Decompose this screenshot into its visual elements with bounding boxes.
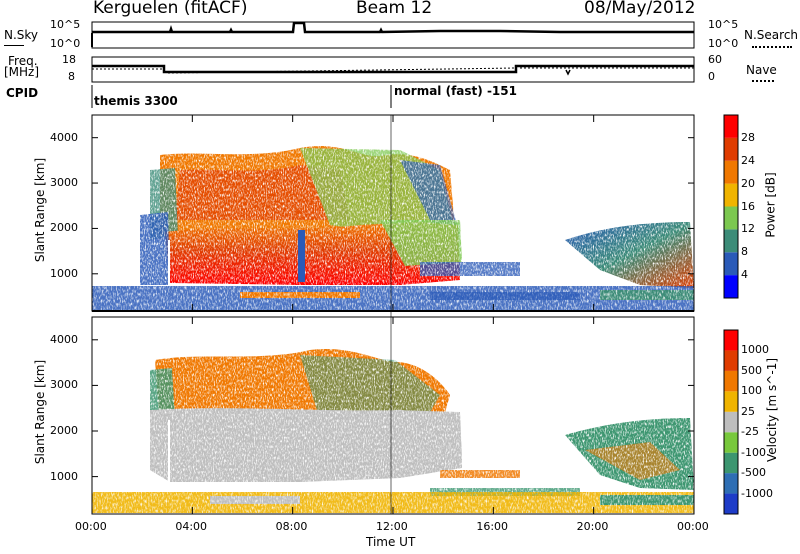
x-tick-label: 08:00 bbox=[275, 520, 308, 533]
colorbar-tick-label: -500 bbox=[741, 466, 766, 480]
velocity-ylabel: Slant Range [km] bbox=[33, 359, 48, 465]
colorbar-segment bbox=[724, 115, 738, 138]
nave-label: Nave bbox=[746, 63, 777, 77]
colorbar-tick-label: 24 bbox=[741, 153, 755, 167]
y-tick-label: 4000 bbox=[50, 130, 78, 144]
colorbar-tick-label: 8 bbox=[741, 245, 748, 259]
colorbar-segment bbox=[724, 473, 738, 494]
colorbar-segment bbox=[724, 229, 738, 253]
freq-panel bbox=[91, 56, 695, 83]
y-tick-label: 2000 bbox=[50, 424, 78, 437]
colorbar-tick-label: 4 bbox=[741, 268, 748, 282]
colorbar-tick-label: 25 bbox=[741, 404, 755, 418]
power-ylabel: Slant Range [km] bbox=[33, 157, 48, 263]
colorbar-segment bbox=[724, 432, 738, 453]
colorbar-segment bbox=[724, 391, 738, 412]
freq-label: Freq. bbox=[8, 54, 38, 68]
colorbar-tick-label: 28 bbox=[741, 130, 755, 144]
colorbar-tick-label: -100 bbox=[741, 445, 766, 459]
colorbar-tick-label: 20 bbox=[741, 176, 755, 190]
nsearch-tick-low: 10^0 bbox=[708, 37, 739, 50]
colorbar-tick-label: -1000 bbox=[741, 486, 773, 500]
cpid-mode-themis: themis 3300 bbox=[94, 94, 178, 108]
colorbar-tick-label: 1000 bbox=[741, 343, 769, 357]
x-tick-label: 00:00 bbox=[677, 520, 709, 533]
nsearch-tick-high: 10^5 bbox=[708, 18, 739, 31]
colorbar-tick-label: 16 bbox=[741, 199, 755, 213]
y-tick-label: 1000 bbox=[50, 266, 78, 280]
colorbar-segment bbox=[724, 370, 738, 392]
x-tick-label: 12:00 bbox=[376, 520, 408, 533]
velocity-colorbar bbox=[723, 329, 739, 515]
colorbar-segment bbox=[724, 252, 738, 276]
colorbar-tick-label: 100 bbox=[741, 384, 762, 398]
beam-label: Beam 12 bbox=[356, 0, 433, 18]
nave-tick-high: 60 bbox=[708, 53, 722, 66]
date-label: 08/May/2012 bbox=[584, 0, 696, 18]
cpid-label: CPID bbox=[6, 86, 39, 100]
nsky-tick-low: 10^0 bbox=[50, 37, 81, 50]
x-tick-label: 04:00 bbox=[175, 520, 208, 533]
power-panel bbox=[91, 114, 695, 312]
colorbar-segment bbox=[724, 452, 738, 474]
x-tick-label: 20:00 bbox=[576, 520, 609, 533]
colorbar-segment bbox=[724, 160, 738, 184]
colorbar-tick-label: 12 bbox=[741, 222, 755, 236]
freq-tick-high: 18 bbox=[62, 53, 76, 66]
x-tick-label: 00:00 bbox=[75, 520, 107, 533]
colorbar-frame bbox=[723, 114, 739, 299]
colorbar-segment bbox=[724, 350, 738, 371]
time-axis-label: Time UT bbox=[366, 535, 416, 549]
colorbar-segment bbox=[724, 275, 738, 298]
freq-tick-low: 8 bbox=[68, 70, 75, 83]
y-tick-label: 4000 bbox=[50, 332, 78, 346]
nave-legend-line bbox=[752, 80, 774, 82]
nave-tick-low: 0 bbox=[708, 70, 715, 83]
colorbar-segment bbox=[724, 206, 738, 230]
nsearch-label: N.Search bbox=[744, 28, 799, 42]
velocity-panel bbox=[91, 316, 695, 515]
nsky-legend-line bbox=[4, 45, 24, 46]
colorbar-frame bbox=[723, 329, 739, 515]
y-tick-label: 2000 bbox=[50, 221, 78, 235]
velocity-colorbar-label: Velocity [m s^-1] bbox=[765, 357, 780, 463]
colorbar-segment bbox=[724, 330, 738, 351]
colorbar-tick-label: 500 bbox=[741, 363, 762, 377]
colorbar-segment bbox=[724, 493, 738, 514]
nsearch-legend-line bbox=[752, 46, 792, 48]
y-tick-label: 3000 bbox=[50, 378, 78, 392]
cpid-mode-normal: normal (fast) -151 bbox=[394, 84, 517, 98]
y-tick-label: 3000 bbox=[50, 176, 78, 190]
nsky-panel bbox=[91, 21, 695, 49]
colorbar-segment bbox=[724, 183, 738, 207]
colorbar-tick-label: -25 bbox=[741, 425, 759, 439]
nsky-tick-high: 10^5 bbox=[50, 18, 81, 31]
power-colorbar bbox=[723, 114, 739, 299]
colorbar-segment bbox=[724, 411, 738, 433]
x-tick-label: 16:00 bbox=[476, 520, 509, 533]
nsky-label: N.Sky bbox=[4, 28, 39, 42]
y-tick-label: 1000 bbox=[50, 469, 78, 483]
nave-trace bbox=[92, 67, 694, 74]
freq-trace bbox=[92, 64, 694, 74]
power-colorbar-label: Power [dB] bbox=[763, 172, 778, 238]
nsky-trace bbox=[92, 21, 694, 34]
freq-unit: [MHz] bbox=[4, 65, 40, 79]
colorbar-segment bbox=[724, 137, 738, 161]
station-title: Kerguelen (fitACF) bbox=[93, 0, 248, 18]
